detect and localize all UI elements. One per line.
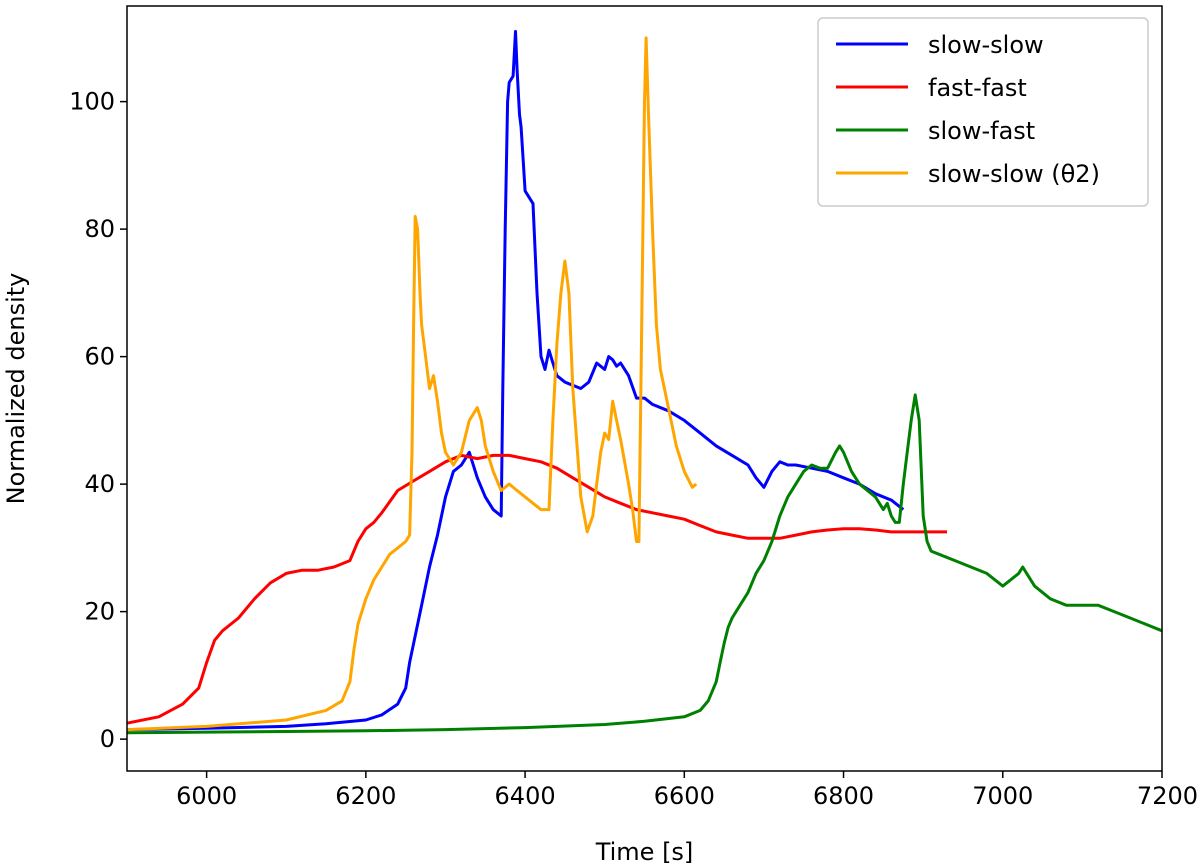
series-line-slow-fast bbox=[127, 393, 1162, 735]
legend-label: slow-slow bbox=[928, 31, 1044, 59]
legend-box bbox=[817, 17, 1149, 207]
y-tick-label: 60 bbox=[84, 343, 115, 371]
series-line-slow-slow-2- bbox=[127, 36, 698, 732]
y-tick-label: 20 bbox=[84, 598, 115, 626]
x-tick-label: 6800 bbox=[813, 782, 874, 810]
series-line-fast-fast bbox=[127, 453, 947, 725]
x-tick-label: 6400 bbox=[495, 782, 556, 810]
y-axis-ticks: 0 20 40 60 80 100 bbox=[69, 88, 127, 753]
legend-label: fast-fast bbox=[928, 74, 1027, 102]
x-tick-label: 6600 bbox=[654, 782, 715, 810]
legend-label: slow-slow (θ2) bbox=[928, 160, 1100, 188]
plot-frame bbox=[126, 5, 1163, 772]
x-tick-label: 6000 bbox=[176, 782, 237, 810]
x-tick-label: 7000 bbox=[972, 782, 1033, 810]
legend-label: slow-fast bbox=[928, 117, 1035, 145]
x-tick-label: 6200 bbox=[335, 782, 396, 810]
legend: slow-slow fast-fast slow-fast slow-slow (θ2… bbox=[817, 17, 1149, 207]
x-axis-ticks: 6000 6200 6400 6600 6800 7000 7200 bbox=[176, 771, 1198, 810]
y-tick-label: 100 bbox=[69, 88, 115, 116]
axes-layer bbox=[126, 5, 1163, 772]
series-line-slow-slow bbox=[127, 30, 905, 732]
x-tick-label: 7200 bbox=[1137, 782, 1198, 810]
y-tick-label: 0 bbox=[100, 725, 115, 753]
y-axis-label: Normalized density bbox=[2, 273, 30, 505]
lines-layer bbox=[127, 30, 1162, 735]
y-tick-label: 80 bbox=[84, 215, 115, 243]
x-axis-label: Time [s] bbox=[595, 838, 694, 866]
y-tick-label: 40 bbox=[84, 470, 115, 498]
